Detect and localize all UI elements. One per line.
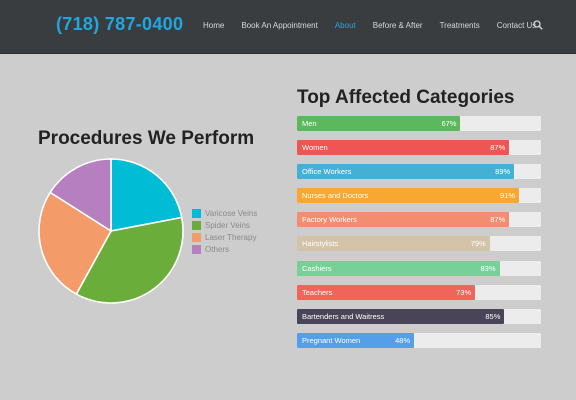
nav-item-about[interactable]: About	[334, 21, 356, 30]
bar-row: Hairstylists 79%	[297, 236, 541, 252]
bar-fill	[297, 140, 510, 156]
pie-slice-spider-veins[interactable]	[75, 216, 184, 304]
bar-label: Bartenders and Waitress	[302, 311, 385, 321]
legend-item: Laser Therapy	[192, 231, 257, 243]
nav-item-contact-us[interactable]: Contact Us	[496, 21, 537, 30]
pie-slice-laser-therapy[interactable]	[38, 191, 113, 296]
bar-fill	[297, 284, 476, 300]
procedures-title: Procedures We Perform	[38, 128, 255, 149]
nav-item-before-after[interactable]: Before & After	[372, 21, 423, 30]
bar-value: 85%	[485, 311, 501, 321]
bar-value: 73%	[456, 287, 472, 297]
bar-fill	[297, 332, 415, 348]
bar-value: 83%	[480, 263, 496, 273]
bar-value: 79%	[470, 239, 486, 249]
legend-label: Spider Veins	[205, 220, 250, 230]
bar-fill	[297, 164, 515, 180]
legend-swatch	[192, 244, 201, 254]
bar-value: 91%	[500, 191, 516, 201]
bar-row: Cashiers 83%	[297, 260, 541, 276]
nav-item-book-an-appointment[interactable]: Book An Appointment	[241, 21, 318, 30]
legend-label: Laser Therapy	[205, 232, 257, 242]
top-navbar: (718) 787-0400 Home Book An Appointment Ab…	[0, 0, 576, 54]
bar-row: Nurses and Doctors 91%	[297, 188, 541, 204]
bar-fill	[297, 308, 505, 324]
nav-item-treatments[interactable]: Treatments	[439, 21, 480, 30]
bar-value: 67%	[441, 119, 457, 128]
legend-item: Others	[192, 243, 257, 255]
bar-fill	[297, 212, 510, 228]
legend-label: Others	[205, 244, 230, 254]
legend-label: Varicose Veins	[205, 208, 258, 218]
bar-label: Factory Workers	[302, 215, 357, 225]
legend-swatch	[192, 220, 201, 230]
bar-row: Bartenders and Waitress 85%	[297, 308, 541, 324]
legend-item: Spider Veins	[192, 219, 257, 231]
bar-value: 48%	[395, 335, 411, 345]
bar-row: Pregnant Women 48%	[297, 332, 541, 348]
bar-row: Factory Workers 87%	[297, 212, 541, 228]
pie-slice-others[interactable]	[49, 158, 112, 233]
procedures-pie-chart	[36, 156, 186, 306]
bar-value: 87%	[490, 143, 506, 153]
bar-fill	[297, 116, 461, 131]
phone-number[interactable]: (718) 787-0400	[56, 14, 184, 34]
bar-label: Hairstylists	[302, 239, 339, 249]
categories-bar-chart: Men 67% Women 87% Office Workers 89% Nurses an…	[297, 116, 541, 357]
pie-svg	[38, 158, 184, 304]
bar-label: Pregnant Women	[302, 335, 361, 345]
bar-label: Teachers	[302, 287, 333, 297]
pie-legend: Varicose Veins Spider Veins Laser Therapy O…	[192, 207, 257, 255]
legend-swatch	[192, 208, 201, 218]
categories-title: Top Affected Categories	[297, 87, 515, 108]
legend-item: Varicose Veins	[192, 207, 257, 219]
search-icon[interactable]	[533, 20, 543, 30]
bar-label: Nurses and Doctors	[302, 191, 369, 201]
bar-label: Women	[302, 143, 328, 153]
bar-fill	[297, 236, 490, 252]
pie-slice-varicose-veins[interactable]	[110, 158, 183, 232]
bar-row: Women 87%	[297, 140, 541, 156]
bar-value: 89%	[495, 167, 511, 177]
bar-value: 87%	[490, 215, 506, 225]
bar-label: Office Workers	[302, 167, 352, 177]
bar-label: Men	[302, 119, 317, 128]
bar-fill	[297, 188, 520, 204]
nav-item-home[interactable]: Home	[203, 21, 225, 30]
bar-row: Men 67%	[297, 116, 541, 131]
bar-row: Office Workers 89%	[297, 164, 541, 180]
legend-swatch	[192, 232, 201, 242]
bar-row: Teachers 73%	[297, 284, 541, 300]
bar-label: Cashiers	[302, 263, 332, 273]
main-nav: Home Book An Appointment About Before & Aft…	[203, 21, 553, 30]
bar-fill	[297, 260, 500, 276]
